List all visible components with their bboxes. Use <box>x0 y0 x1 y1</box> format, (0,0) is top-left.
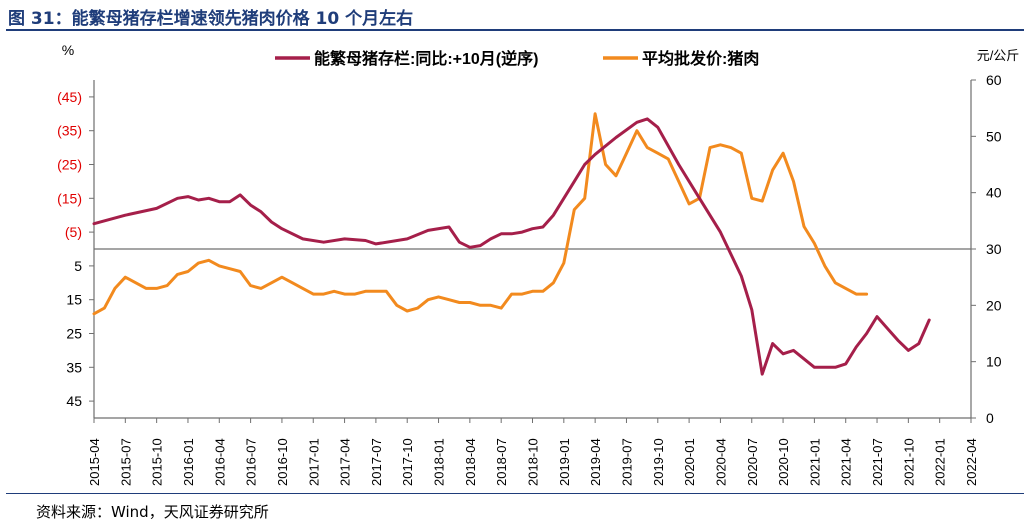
x-tick-label: 2021-10 <box>901 438 916 486</box>
x-tick-label: 2021-01 <box>807 438 822 486</box>
x-tick-label: 2021-04 <box>839 438 854 486</box>
x-tick-label: 2019-04 <box>588 438 603 486</box>
source-note: 资料来源：Wind，天风证券研究所 <box>36 503 269 521</box>
x-tick-label: 2019-10 <box>651 438 666 486</box>
left-tick-label: 35 <box>66 359 82 375</box>
x-tick-label: 2018-04 <box>463 438 478 486</box>
x-tick-label: 2017-04 <box>338 438 353 486</box>
x-tick-label: 2016-01 <box>181 438 196 486</box>
right-tick-label: 30 <box>986 241 1002 257</box>
x-tick-label: 2022-04 <box>964 438 979 486</box>
right-tick-label: 20 <box>986 297 1002 313</box>
x-tick-label: 2015-07 <box>118 438 133 486</box>
x-tick-label: 2022-01 <box>933 438 948 486</box>
series-line-sow-inventory-yoy <box>92 117 931 376</box>
left-tick-label: (35) <box>57 123 82 139</box>
right-axis-unit: 元/公斤 <box>977 48 1020 63</box>
right-tick-label: 10 <box>986 354 1002 370</box>
left-tick-label: (45) <box>57 89 82 105</box>
left-tick-label: (5) <box>65 224 82 240</box>
left-tick-label: 5 <box>74 258 82 274</box>
left-tick-label: 25 <box>66 326 82 342</box>
x-tick-label: 2015-04 <box>87 438 102 486</box>
x-tick-label: 2020-10 <box>776 438 791 486</box>
source-divider <box>6 493 1024 494</box>
x-tick-label: 2018-01 <box>432 438 447 486</box>
right-tick-label: 40 <box>986 185 1002 201</box>
x-tick-label: 2020-01 <box>682 438 697 486</box>
legend-label-sow: 能繁母猪存栏:同比:+10月(逆序) <box>314 49 538 68</box>
left-tick-label: 15 <box>66 292 82 308</box>
left-tick-label: (15) <box>57 190 82 206</box>
x-tick-label: 2016-04 <box>212 438 227 486</box>
left-axis-unit: % <box>62 42 74 58</box>
x-tick-label: 2020-07 <box>745 438 760 486</box>
x-tick-label: 2017-01 <box>306 438 321 486</box>
x-tick-label: 2019-01 <box>557 438 572 486</box>
x-tick-label: 2016-10 <box>275 438 290 486</box>
chart-title: 图 31：能繁母猪存栏增速领先猪肉价格 10 个月左右 <box>8 9 414 29</box>
x-tick-label: 2018-07 <box>494 438 509 486</box>
x-tick-label: 2019-07 <box>619 438 634 486</box>
x-tick-label: 2020-04 <box>713 438 728 486</box>
legend-label-price: 平均批发价:猪肉 <box>642 49 759 68</box>
x-tick-label: 2021-07 <box>870 438 885 486</box>
x-tick-label: 2015-10 <box>150 438 165 486</box>
x-tick-label: 2017-10 <box>400 438 415 486</box>
left-tick-label: 45 <box>66 393 82 409</box>
right-tick-label: 60 <box>986 72 1002 88</box>
title-divider <box>6 29 1024 31</box>
left-tick-label: (25) <box>57 157 82 173</box>
right-tick-label: 0 <box>986 410 994 426</box>
right-tick-label: 50 <box>986 128 1002 144</box>
x-tick-label: 2016-07 <box>244 438 259 486</box>
x-tick-label: 2017-07 <box>369 438 384 486</box>
series-line-pork-wholesale-price <box>92 112 869 316</box>
x-tick-label: 2018-10 <box>526 438 541 486</box>
